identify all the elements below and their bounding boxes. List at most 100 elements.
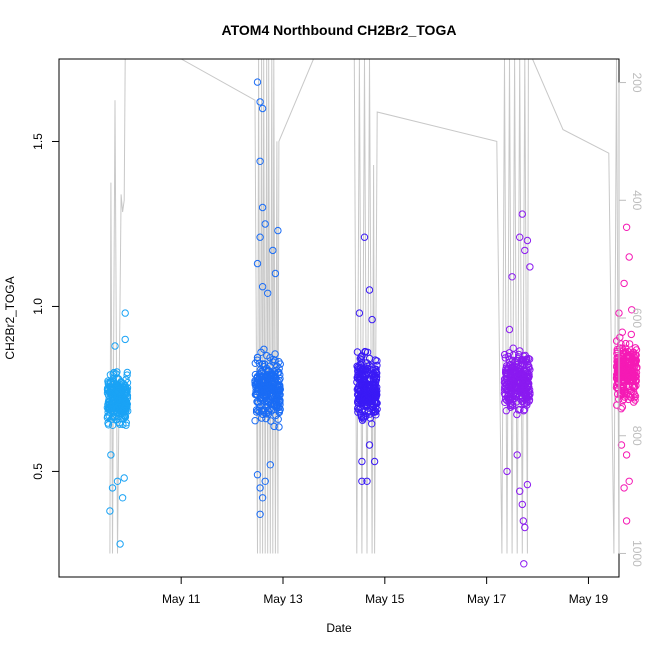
data-point [274,396,282,404]
data-point [256,510,264,518]
data-point [274,415,282,423]
data-point [258,104,267,113]
data-point [104,421,113,429]
data-point [613,374,621,383]
data-point [256,98,264,106]
y-axis-label: CH2Br2_TOGA [3,276,17,359]
data-point [624,353,632,362]
data-point [521,523,529,532]
data-point [504,352,512,361]
data-point [616,333,624,342]
data-point [501,378,509,386]
data-point [368,402,377,411]
data-point [365,441,374,449]
data-point [270,396,279,405]
data-point [259,373,268,381]
y2-tick-label: 800 [630,426,644,446]
data-point [358,352,366,360]
data-point [357,413,366,421]
data-point [525,396,534,404]
data-point [262,380,270,388]
data-point [514,406,523,414]
data-point [109,370,117,378]
data-point [119,411,127,419]
data-point [521,246,529,255]
data-point [357,410,365,418]
data-point [354,366,362,374]
data-point [253,471,262,479]
data-point [526,263,534,271]
data-point [620,377,628,386]
data-point [363,477,371,485]
data-point [622,223,631,232]
data-point [121,402,130,411]
data-point [266,354,274,362]
data-point [258,203,267,212]
data-point [253,78,262,86]
data-point [631,392,640,400]
data-point [622,517,631,525]
data-point [361,370,369,378]
data-point [355,374,364,382]
data-point [523,236,532,245]
data-point [257,348,265,356]
data-point [270,422,278,431]
data-point [107,451,115,459]
data-point [500,350,509,359]
data-point [516,233,524,241]
data-point [520,390,528,398]
data-point [275,364,283,373]
data-point [256,157,264,166]
data-point [523,480,532,489]
data-point [264,367,272,375]
data-point [526,365,534,374]
data-point [373,361,381,370]
data-point [620,484,628,492]
data-point [503,467,511,476]
data-point [266,461,274,469]
data-point [355,309,364,317]
data-point [116,420,124,428]
x-axis-label: Date [326,621,352,635]
data-point [111,412,119,421]
data-point [373,369,381,377]
data-point [373,357,381,365]
data-point [513,451,521,459]
x-tick-label: May 15 [365,592,405,606]
data-point [253,356,262,364]
data-point [370,457,379,466]
data-point [513,386,521,394]
data-point [121,335,129,344]
data-point [274,226,282,235]
data-point [123,368,132,377]
data-point [627,330,635,339]
data-point [251,417,259,425]
data-point [266,362,274,370]
data-point [522,355,531,364]
data-points [103,78,641,568]
data-point [624,382,632,391]
data-point [363,359,371,367]
data-point [275,423,283,431]
data-point [503,392,512,401]
data-point [509,366,517,375]
data-point [371,393,380,401]
data-point [257,406,266,414]
data-point [355,396,364,404]
data-point [510,369,518,378]
data-point [276,397,284,405]
data-point [264,289,272,297]
data-point [366,410,374,418]
data-point [252,408,261,416]
data-point [271,269,280,278]
data-point [276,360,284,368]
data-point [267,417,275,425]
data-point [519,517,527,525]
data-point [360,233,369,241]
data-point [505,325,514,334]
y-axis: 0.5 1.0 1.5 [31,133,60,480]
data-point [518,355,526,364]
data-point [524,391,533,400]
y2-tick-label: 1000 [630,540,644,567]
data-point [271,350,279,358]
